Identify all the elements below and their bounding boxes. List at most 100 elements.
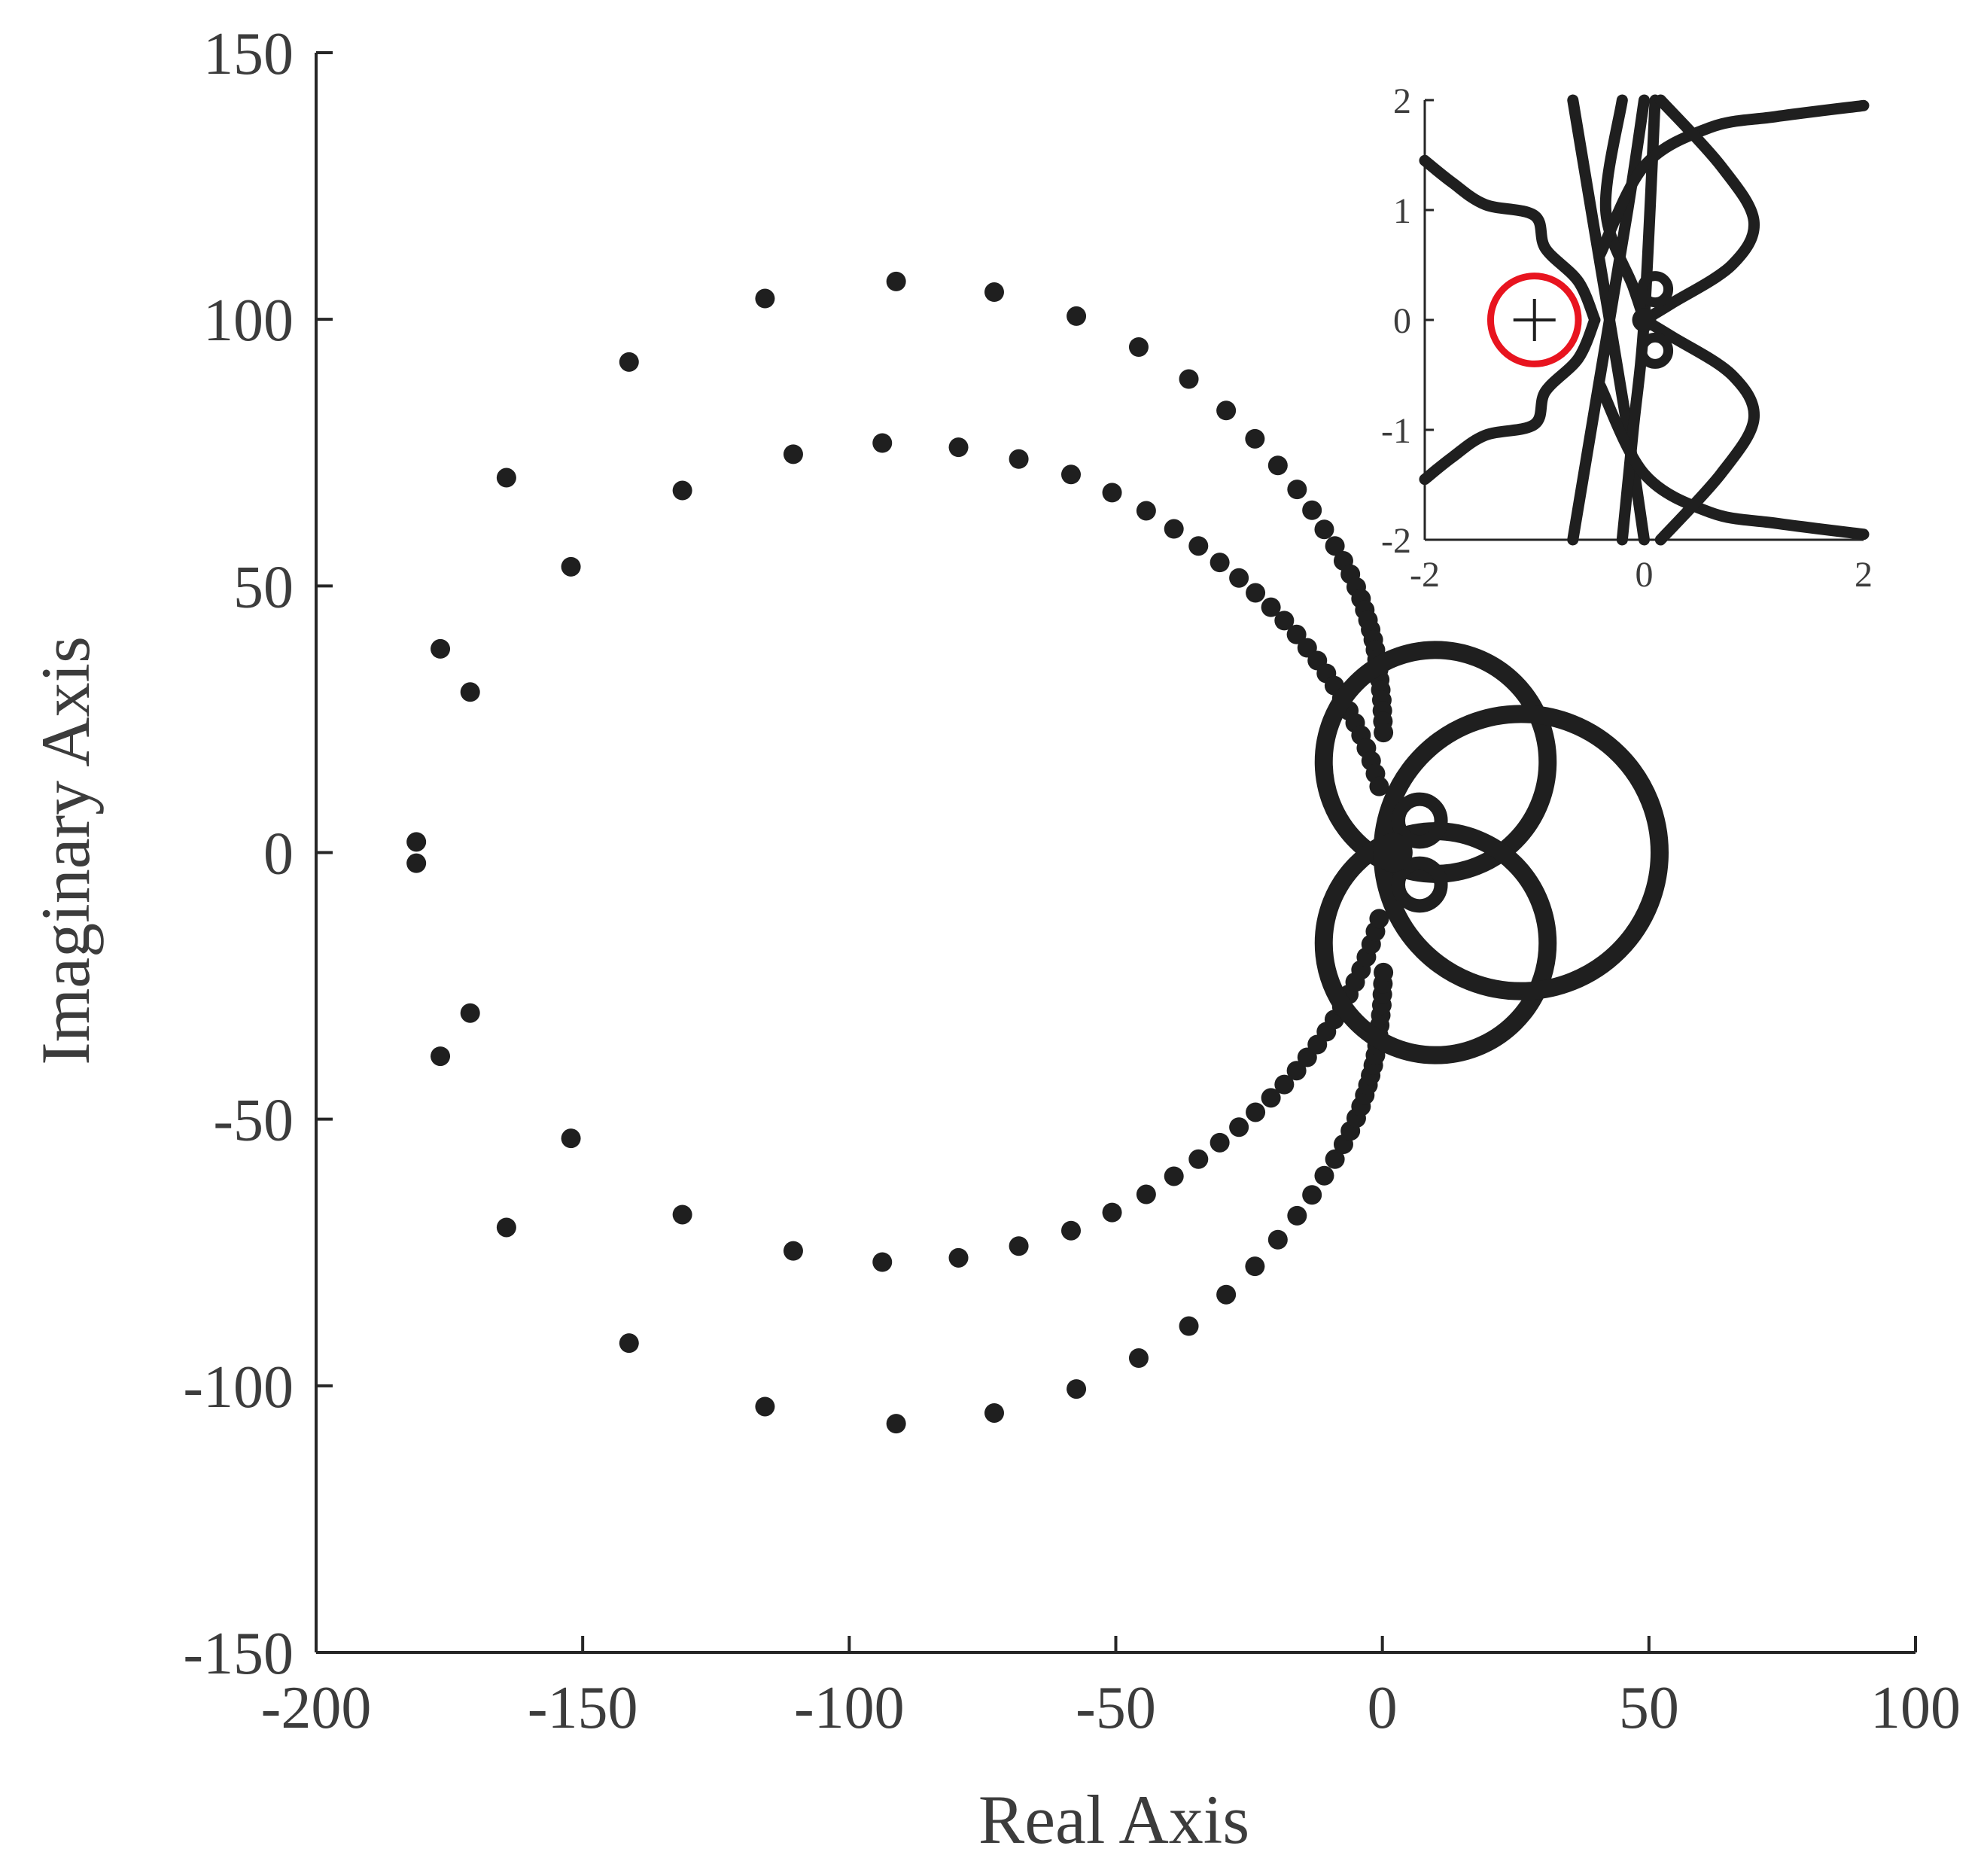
- data-point: [1216, 400, 1237, 421]
- data-point: [1246, 583, 1266, 603]
- y-tick-label: 50: [233, 554, 294, 620]
- data-point: [1325, 536, 1345, 556]
- data-point: [1009, 449, 1029, 469]
- inset-y-tick-label: -2: [1381, 521, 1411, 561]
- main-ticks: [315, 51, 1917, 1654]
- data-point-mirrored: [1136, 1184, 1156, 1204]
- inset-small-loop: [1637, 271, 1674, 308]
- y-tick-label: 0: [263, 821, 294, 888]
- data-point-mirrored: [1246, 1102, 1266, 1122]
- inset-x-tick-label: 2: [1855, 555, 1873, 595]
- main-plot: -200 -150 -100 -50 0 50 100-150-100-5005010015…: [27, 21, 1961, 1858]
- data-point-mirrored: [1102, 1202, 1122, 1223]
- data-point-mirrored: [1325, 1149, 1345, 1169]
- data-point: [1287, 480, 1307, 500]
- data-point: [496, 467, 516, 488]
- data-point-mirrored: [872, 1252, 893, 1272]
- data-point-mirrored: [1302, 1185, 1322, 1205]
- x-tick-label: -50: [1076, 1675, 1156, 1741]
- data-point: [672, 480, 692, 501]
- data-point-mirrored: [886, 1414, 906, 1434]
- inset-nyquist-curve: [1639, 314, 1760, 546]
- data-point: [561, 556, 581, 577]
- data-point-mirrored: [431, 1046, 451, 1067]
- y-axis-label: Imaginary Axis: [27, 636, 104, 1065]
- data-point-mirrored: [1374, 962, 1394, 982]
- nyquist-loop: [1391, 856, 1448, 913]
- x-tick-label: 100: [1870, 1675, 1961, 1741]
- data-point-mirrored: [460, 1003, 480, 1023]
- data-point: [872, 433, 893, 453]
- inset-plot: -2 0 2 -2 -1 0 1 2: [1381, 81, 1882, 610]
- nyquist-loop: [1391, 792, 1448, 849]
- data-point: [1229, 568, 1249, 588]
- inset-tick-labels: -2 0 2 -2 -1 0 1 2: [1381, 81, 1873, 595]
- x-axis-label: Real Axis: [978, 1781, 1249, 1858]
- inset-y-tick-label: 1: [1393, 191, 1411, 231]
- data-point: [1179, 369, 1199, 389]
- data-point-mirrored: [1261, 1088, 1281, 1108]
- inset-small-loop: [1637, 332, 1674, 369]
- x-tick-label: 0: [1368, 1675, 1398, 1741]
- inset-nyquist-curve: [1567, 94, 1650, 546]
- inset-nyquist-curve: [1616, 94, 1661, 546]
- inset-x-tick-label: 0: [1636, 555, 1654, 595]
- data-point-mirrored: [1287, 1205, 1307, 1226]
- data-point: [1128, 337, 1149, 357]
- data-point: [1067, 306, 1087, 326]
- data-point-mirrored: [1229, 1117, 1249, 1137]
- inset-nyquist-curve: [1594, 99, 1870, 260]
- data-point: [1188, 536, 1209, 556]
- data-point: [1314, 519, 1334, 540]
- data-point-mirrored: [1164, 1166, 1184, 1186]
- data-point: [1261, 597, 1281, 617]
- x-tick-label: -200: [261, 1675, 372, 1741]
- data-point-mirrored: [561, 1128, 581, 1149]
- inset-data-marks: [1419, 94, 1870, 546]
- y-tick-label: -150: [183, 1621, 294, 1687]
- data-point-mirrored: [1179, 1316, 1199, 1336]
- data-point-mirrored: [619, 1333, 639, 1354]
- data-point-mirrored: [1188, 1149, 1209, 1169]
- inset-y-tick-label: 0: [1393, 301, 1411, 341]
- data-point: [1267, 455, 1288, 476]
- data-point-mirrored: [1274, 1074, 1295, 1095]
- data-point: [406, 832, 427, 852]
- x-tick-label: -100: [794, 1675, 905, 1741]
- inset-x-tick-label: -2: [1410, 555, 1440, 595]
- main-tick-labels: -200 -150 -100 -50 0 50 100-150-100-5005010015…: [183, 21, 1961, 1741]
- data-point-mirrored: [948, 1247, 969, 1268]
- data-point-mirrored: [1061, 1220, 1081, 1241]
- data-point: [619, 352, 639, 372]
- y-tick-label: 100: [203, 288, 294, 354]
- data-point: [984, 282, 1004, 303]
- data-point: [1210, 553, 1230, 573]
- inset-nyquist-curve: [1639, 94, 1760, 326]
- y-tick-label: -100: [183, 1354, 294, 1421]
- data-point-mirrored: [496, 1217, 516, 1238]
- inset-origin-cluster: [1632, 308, 1657, 332]
- data-point-mirrored: [1128, 1348, 1149, 1368]
- data-point: [460, 682, 480, 702]
- inset-y-tick-label: -1: [1381, 411, 1411, 451]
- data-point: [1302, 500, 1322, 520]
- origin-cluster: [1373, 833, 1413, 873]
- data-point-mirrored: [984, 1402, 1004, 1423]
- data-point: [755, 288, 775, 309]
- data-point-mirrored: [672, 1204, 692, 1225]
- data-point: [1164, 519, 1184, 539]
- inset-y-tick-label: 2: [1393, 81, 1411, 121]
- data-point-mirrored: [1067, 1379, 1087, 1399]
- data-point: [948, 437, 969, 458]
- main-data-marks: [406, 271, 1669, 1434]
- data-point-mirrored: [1245, 1256, 1265, 1277]
- data-point-mirrored: [755, 1396, 775, 1417]
- data-point-mirrored: [1314, 1165, 1334, 1186]
- inset-nyquist-curve: [1594, 380, 1870, 541]
- inset-nyquist-curve: [1419, 154, 1601, 326]
- data-point: [886, 271, 906, 291]
- y-tick-label: 150: [203, 21, 294, 87]
- data-point-mirrored: [1267, 1229, 1288, 1250]
- data-point: [1136, 501, 1156, 521]
